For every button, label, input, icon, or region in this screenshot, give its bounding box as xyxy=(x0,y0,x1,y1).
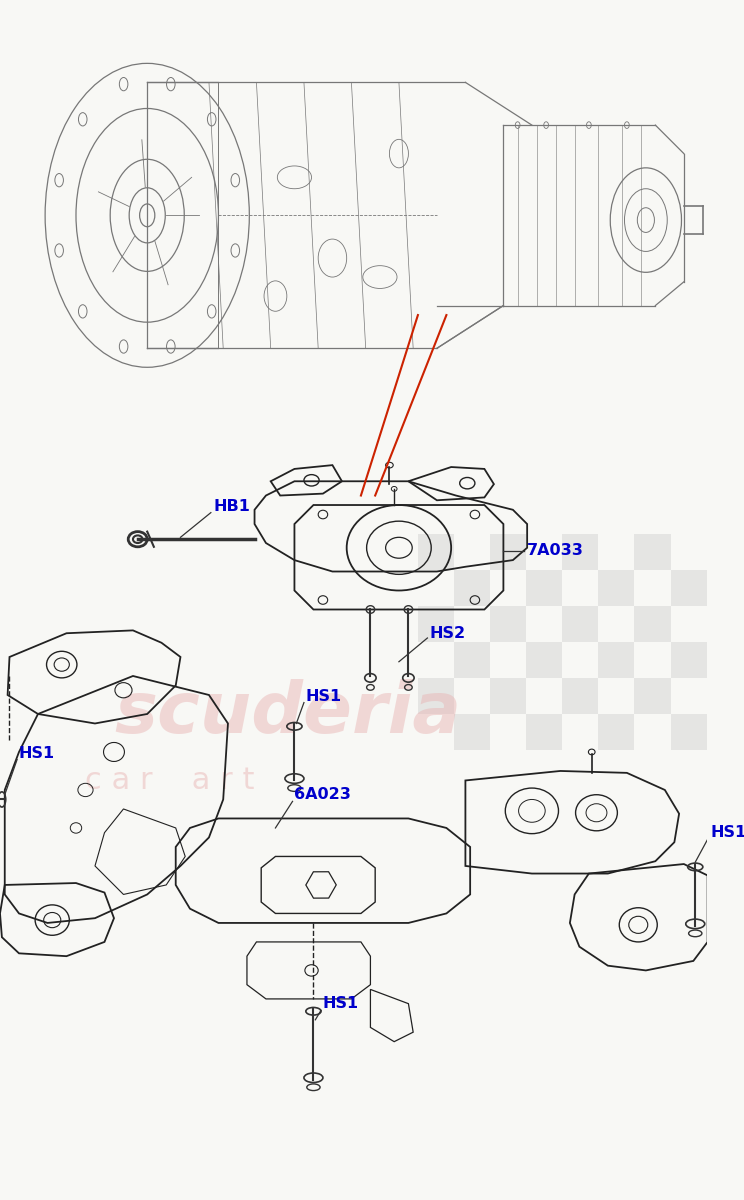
Text: 6A023: 6A023 xyxy=(295,787,351,803)
Text: HS1: HS1 xyxy=(711,826,744,840)
Bar xyxy=(454,642,490,678)
Bar xyxy=(670,714,707,750)
Bar xyxy=(526,570,562,606)
Bar xyxy=(670,570,707,606)
Bar xyxy=(598,642,635,678)
Bar xyxy=(490,534,526,570)
Text: HS1: HS1 xyxy=(323,996,359,1012)
Text: 7A033: 7A033 xyxy=(527,544,584,558)
Bar xyxy=(454,714,490,750)
Bar xyxy=(418,534,454,570)
Bar xyxy=(635,678,670,714)
Text: c a r    a r t: c a r a r t xyxy=(86,766,255,794)
Bar xyxy=(418,678,454,714)
Bar xyxy=(526,642,562,678)
Bar xyxy=(635,606,670,642)
Text: HB1: HB1 xyxy=(214,499,251,515)
Bar xyxy=(635,534,670,570)
Bar xyxy=(670,642,707,678)
Text: HS1: HS1 xyxy=(19,746,55,761)
Bar xyxy=(562,534,598,570)
Bar xyxy=(418,606,454,642)
Bar xyxy=(454,570,490,606)
Text: HS2: HS2 xyxy=(429,625,466,641)
Bar xyxy=(490,678,526,714)
Bar xyxy=(562,678,598,714)
Bar xyxy=(598,714,635,750)
Bar xyxy=(526,714,562,750)
Bar xyxy=(490,606,526,642)
Text: scuderia: scuderia xyxy=(114,679,461,749)
Bar xyxy=(562,606,598,642)
Text: HS1: HS1 xyxy=(306,689,342,704)
Bar xyxy=(598,570,635,606)
